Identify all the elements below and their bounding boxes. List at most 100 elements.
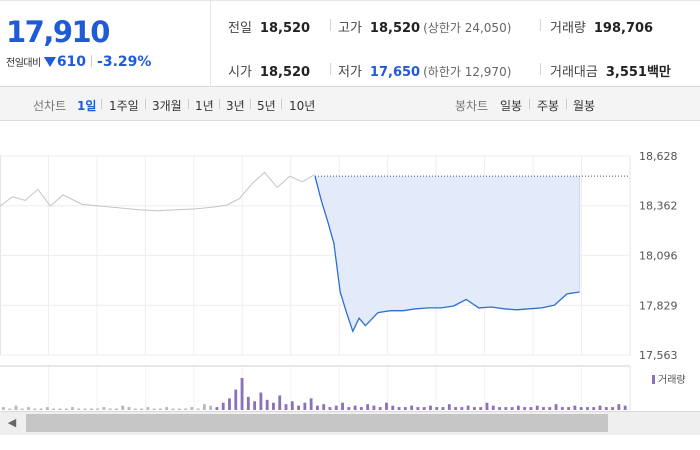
volume-bar [548, 407, 552, 410]
change-value: 610 [56, 54, 87, 70]
volume-bar [234, 389, 238, 410]
scroll-left-icon[interactable]: ◀ [7, 416, 17, 429]
volume-bar [221, 402, 225, 410]
volume-bar [71, 407, 74, 410]
volume-layer: 거래량 [2, 374, 686, 410]
volume-bar [516, 405, 520, 410]
chart-scrollbar[interactable]: ◀ [0, 411, 700, 435]
option-divider [145, 99, 146, 109]
volume-bar [328, 407, 332, 410]
volume-bar [573, 405, 577, 410]
stat-divider [540, 19, 541, 31]
volume-bar [560, 407, 564, 410]
candle-option-weekly[interactable]: 주봉 [537, 99, 560, 113]
volume-bar [184, 408, 187, 410]
volume-legend-swatch [652, 375, 655, 384]
volume-bar [259, 392, 263, 410]
volume-bar [102, 407, 106, 410]
volume-bar [265, 399, 269, 410]
volume-bar [45, 407, 49, 410]
volume-bar [353, 405, 357, 410]
volume-bar [190, 407, 194, 410]
volume-bar [33, 408, 37, 410]
period-option-1y[interactable]: 1년 [195, 99, 214, 113]
volume-bar [347, 407, 351, 410]
stat-volume: 거래량 198,706 [550, 17, 653, 36]
scroll-thumb[interactable] [26, 414, 608, 432]
period-option-1d[interactable]: 1일 [77, 99, 97, 113]
volume-bar [441, 407, 445, 410]
current-price-box: 17,910 전일대비 610 -3.29% [0, 1, 211, 87]
volume-bar [359, 407, 363, 410]
volume-bar [397, 407, 401, 410]
stat-value: 18,520 [369, 21, 421, 36]
volume-bar [385, 402, 388, 410]
stat-label: 전일 [228, 21, 252, 36]
volume-bar [196, 408, 200, 410]
volume-bar [567, 407, 571, 410]
volume-bar [586, 407, 589, 410]
volume-bar [454, 407, 457, 410]
volume-bar [598, 405, 602, 410]
volume-bar [278, 395, 282, 410]
candle-option-daily[interactable]: 일봉 [500, 99, 523, 113]
price-chart: 18,628 18,362 18,096 17,829 17,563 거래량 [0, 121, 700, 411]
y-tick-label: 18,096 [639, 249, 678, 262]
candle-chart-label: 봉차트 [455, 99, 489, 113]
stock-summary: 17,910 전일대비 610 -3.29% 전일 18,520 시가 18,520 고… [0, 0, 700, 87]
area-layer [315, 176, 581, 332]
volume-bar [447, 404, 451, 410]
y-axis-ticks: 18,628 18,362 18,096 17,829 17,563 [639, 150, 678, 362]
stat-divider [330, 63, 331, 75]
volume-bar [152, 408, 156, 410]
down-arrow-icon [43, 57, 56, 67]
volume-bar [121, 405, 125, 410]
volume-bar [246, 396, 250, 410]
volume-bar [58, 408, 62, 410]
period-option-5y[interactable]: 5년 [257, 99, 276, 113]
volume-bar [435, 407, 439, 410]
volume-bar [523, 407, 527, 410]
price-chart-svg: 18,628 18,362 18,096 17,829 17,563 거래량 [0, 150, 686, 410]
volume-bar [8, 408, 12, 410]
volume-bar [429, 405, 432, 410]
candle-option-monthly[interactable]: 월봉 [573, 99, 596, 113]
volume-bar [89, 408, 93, 410]
stat-value: 198,706 [593, 21, 654, 36]
option-divider [250, 99, 251, 109]
volume-bar [341, 402, 344, 410]
period-option-3y[interactable]: 3년 [226, 99, 245, 113]
volume-bar [146, 407, 150, 410]
volume-bar [579, 407, 583, 410]
stat-label: 시가 [228, 65, 252, 80]
stat-open: 시가 18,520 [228, 61, 310, 80]
change-row: 전일대비 610 -3.29% [6, 54, 151, 70]
volume-bar [64, 408, 68, 410]
period-option-3m[interactable]: 3개월 [152, 99, 182, 113]
volume-bar [617, 404, 621, 410]
volume-bar [366, 404, 370, 410]
volume-bar [228, 398, 231, 410]
volume-bar [127, 407, 131, 410]
volume-bar [96, 408, 100, 410]
volume-bar [165, 407, 169, 410]
volume-bar [623, 405, 627, 410]
volume-bar [391, 405, 395, 410]
volume-bar [171, 408, 175, 410]
volume-bar [485, 402, 489, 410]
volume-bar [108, 408, 112, 410]
volume-bar [83, 408, 87, 410]
option-divider [566, 99, 567, 109]
volume-bar [240, 378, 244, 410]
stat-label: 거래대금 [550, 65, 598, 80]
volume-bar [272, 402, 275, 410]
today-area-fill [315, 176, 580, 332]
stat-low: 저가 17,650 (하한가 12,970) [338, 61, 511, 80]
volume-bar [140, 408, 143, 410]
stat-value: 17,650 [369, 65, 421, 80]
stat-value: 18,520 [259, 65, 311, 80]
volume-legend-label: 거래량 [658, 374, 686, 386]
period-option-10y[interactable]: 10년 [289, 99, 316, 113]
option-divider [219, 99, 220, 109]
period-option-1w[interactable]: 1주일 [109, 99, 139, 113]
